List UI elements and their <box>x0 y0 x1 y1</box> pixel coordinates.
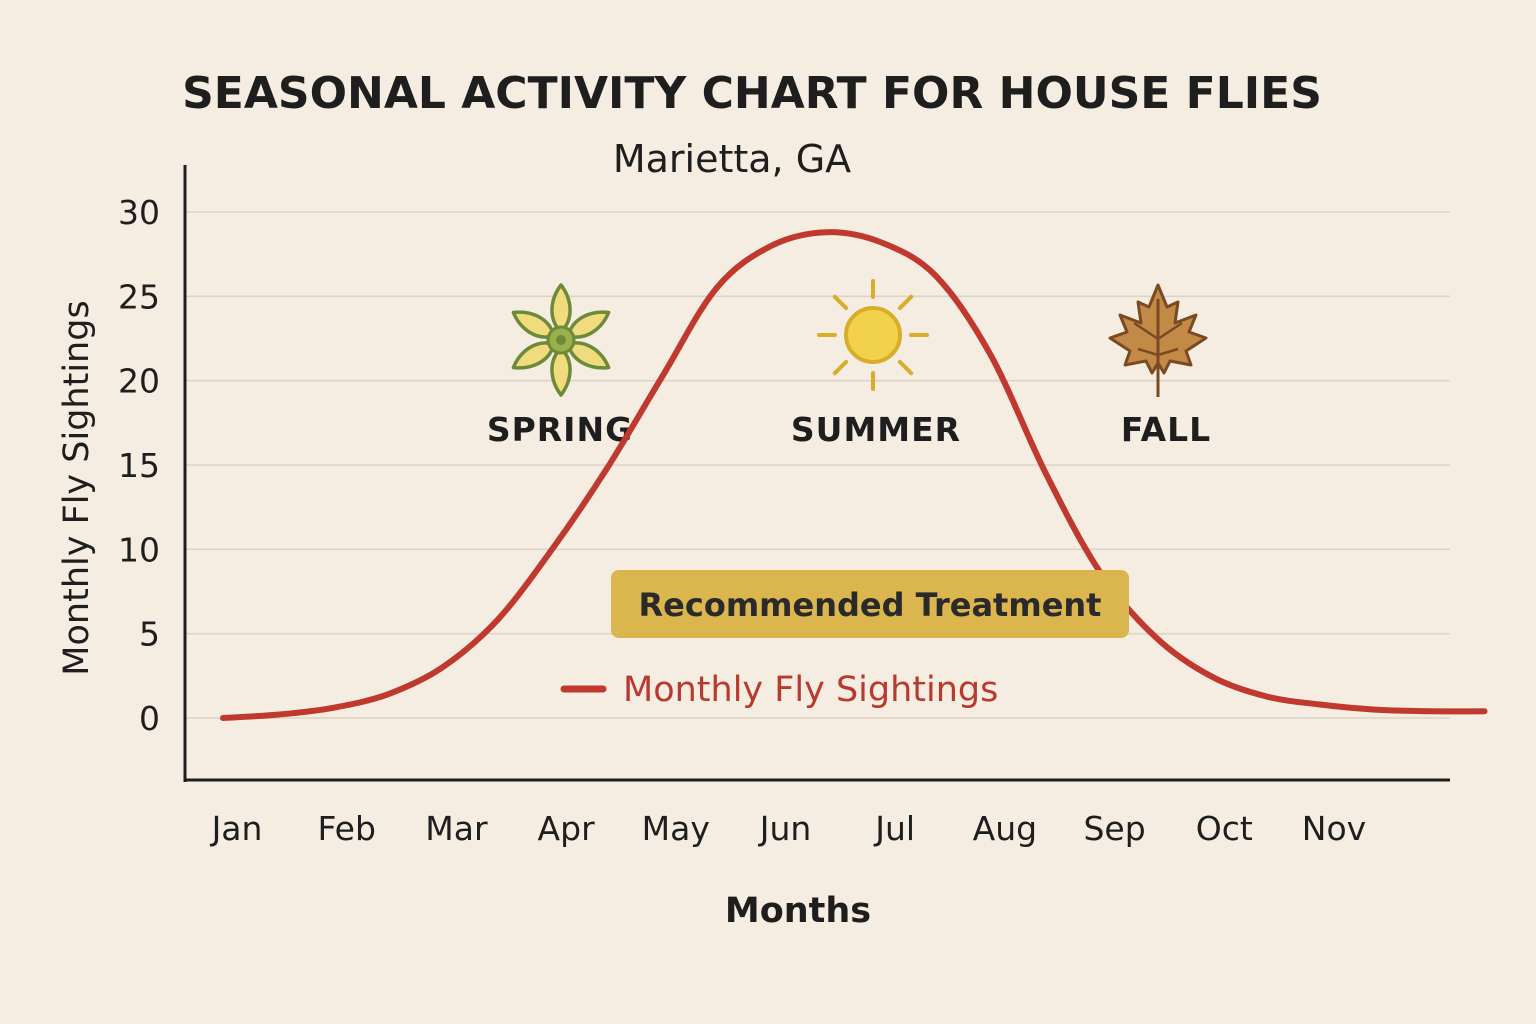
legend-label: Monthly Fly Sightings <box>623 670 998 710</box>
x-tick-label: Mar <box>425 809 488 848</box>
y-tick-label: 30 <box>118 193 160 232</box>
x-axis-label: Months <box>725 891 871 931</box>
series-line-monthly-fly-sightings <box>220 229 1488 721</box>
flower-petal <box>566 341 611 370</box>
x-tick-label: Jun <box>758 809 812 848</box>
x-tick-label: May <box>642 809 710 848</box>
chart-title: SEASONAL ACTIVITY CHART FOR HOUSE FLIES <box>182 68 1322 119</box>
flower-petal <box>566 310 611 339</box>
sun-icon <box>817 279 929 391</box>
x-tick-labels: Jan Feb Mar Apr May Jun Jul Aug Sep Oct Nov <box>210 809 1367 848</box>
x-tick-label: Jul <box>873 809 915 848</box>
x-tick-label: Nov <box>1302 809 1366 848</box>
x-tick-label: Jan <box>210 809 263 848</box>
x-tick-label: Sep <box>1083 809 1145 848</box>
x-tick-label: Feb <box>317 809 375 848</box>
legend: Monthly Fly Sightings <box>560 670 998 710</box>
flower-petal <box>550 283 572 334</box>
x-tick-label: Aug <box>973 809 1037 848</box>
flower-icon <box>511 283 611 397</box>
sun-ray <box>897 359 914 376</box>
y-tick-label: 0 <box>139 699 160 738</box>
y-tick-label: 10 <box>118 530 160 569</box>
season-label-spring: SPRING <box>487 410 633 449</box>
x-tick-label: Oct <box>1196 809 1253 848</box>
flower-petal <box>550 346 572 397</box>
sun-ray <box>832 294 849 311</box>
y-axis-label: Monthly Fly Sightings <box>57 300 97 675</box>
recommended-treatment-label: Recommended Treatment <box>639 586 1102 624</box>
flower-petal <box>511 341 556 370</box>
y-tick-label: 5 <box>139 615 160 654</box>
sun-ray <box>832 359 849 376</box>
y-tick-label: 20 <box>118 362 160 401</box>
chart-subtitle: Marietta, GA <box>613 137 851 181</box>
y-tick-label: 15 <box>118 446 160 485</box>
y-tick-label: 25 <box>118 277 160 316</box>
recommended-treatment-badge: Recommended Treatment <box>611 570 1129 638</box>
flower-petal <box>511 310 556 339</box>
x-tick-label: Apr <box>538 809 596 848</box>
season-label-summer: SUMMER <box>791 410 961 449</box>
y-tick-labels: 0 5 10 15 20 25 30 <box>118 193 160 738</box>
sun-ray <box>897 294 914 311</box>
season-label-fall: FALL <box>1121 410 1211 449</box>
maple-leaf-icon <box>1108 283 1208 397</box>
